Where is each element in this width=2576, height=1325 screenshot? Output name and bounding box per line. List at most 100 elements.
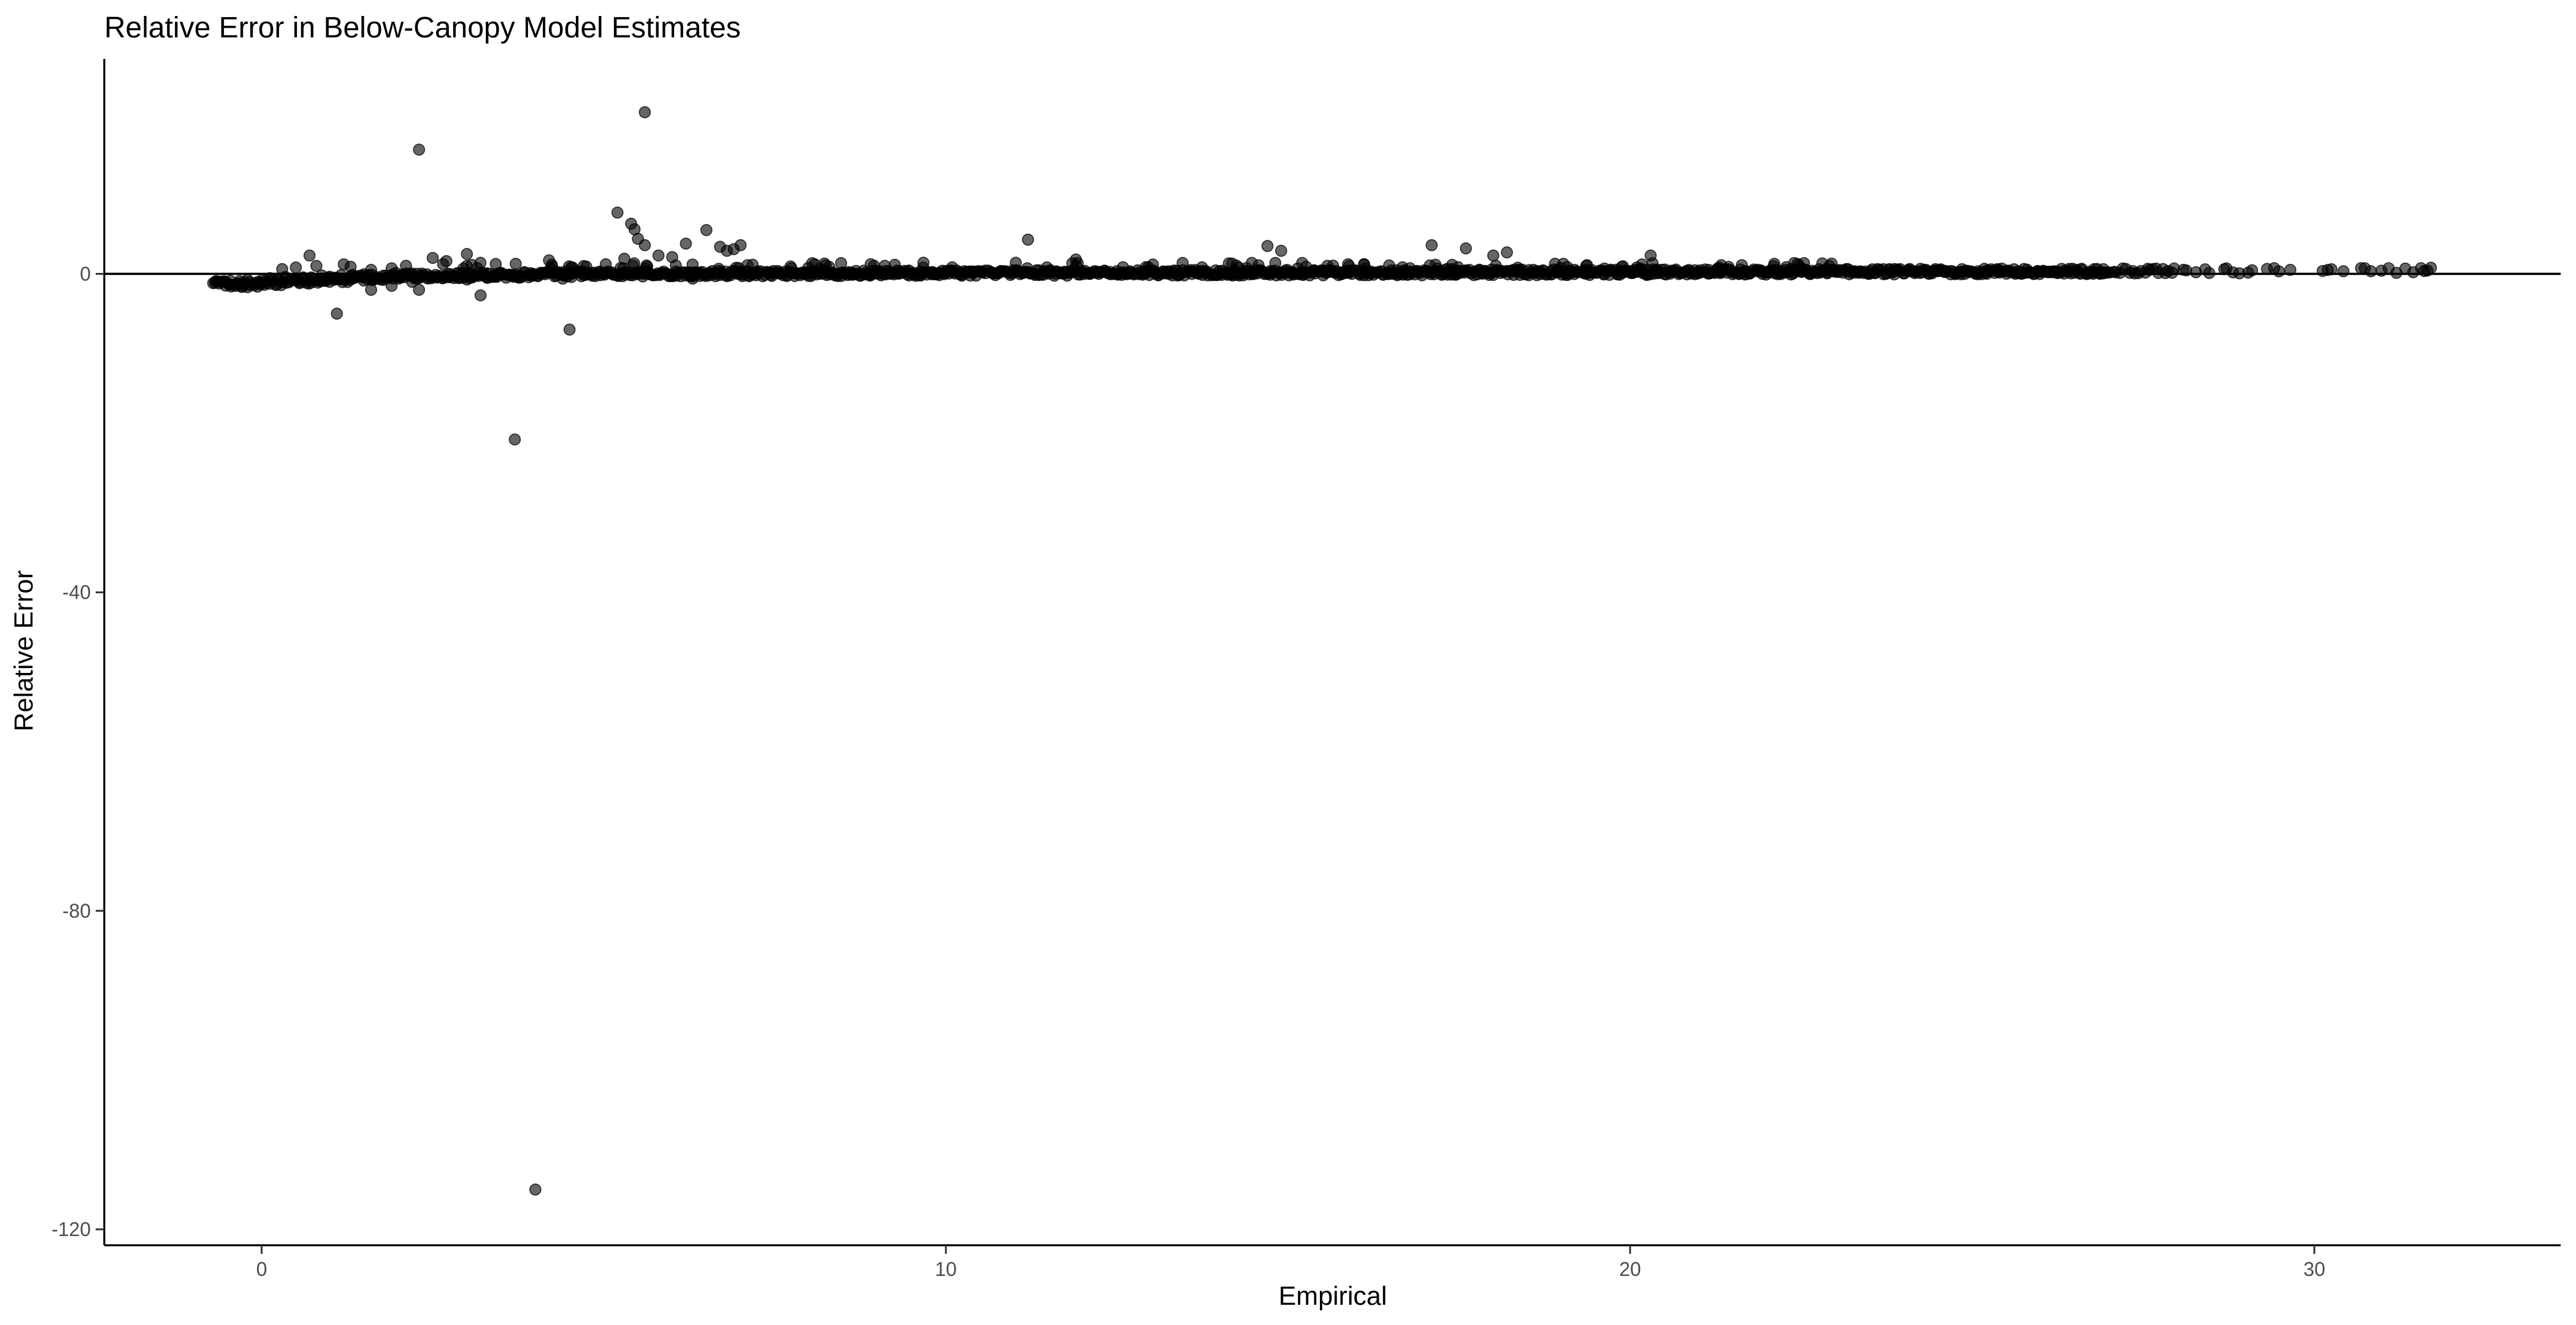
data-point	[489, 258, 502, 271]
data-point	[1460, 242, 1472, 255]
data-point	[2284, 264, 2296, 276]
data-point	[1343, 259, 1355, 272]
data-point	[1489, 259, 1502, 272]
data-point	[1246, 256, 1258, 269]
data-point	[580, 260, 592, 273]
data-point	[510, 258, 522, 270]
data-point	[400, 259, 412, 272]
data-points	[207, 106, 2437, 1196]
data-point	[917, 261, 930, 274]
data-point	[638, 106, 651, 118]
data-point	[1424, 259, 1436, 272]
data-point	[413, 144, 425, 156]
data-point	[1359, 263, 1371, 275]
data-point	[543, 254, 555, 267]
data-point	[461, 273, 473, 286]
data-point	[1010, 256, 1022, 269]
data-point	[628, 257, 640, 270]
data-point	[1736, 259, 1748, 272]
chart-title: Relative Error in Below-Canopy Model Est…	[104, 12, 741, 44]
data-point	[461, 248, 473, 260]
data-point	[652, 249, 665, 262]
data-point	[508, 433, 521, 446]
data-point	[1196, 261, 1208, 274]
data-point	[566, 261, 579, 274]
data-point	[1791, 258, 1804, 270]
data-point	[466, 259, 478, 271]
data-point	[385, 280, 398, 292]
data-point	[440, 255, 453, 267]
data-point	[599, 258, 612, 271]
data-point	[639, 263, 652, 275]
data-point	[1146, 258, 1159, 271]
data-point	[1511, 261, 1524, 274]
data-point	[1275, 245, 1287, 257]
data-point	[365, 283, 377, 296]
data-point	[413, 283, 425, 296]
data-point	[785, 262, 798, 275]
data-point	[289, 261, 302, 274]
y-tick-label: -120	[52, 1218, 91, 1240]
y-axis-title: Relative Error	[9, 570, 39, 732]
data-point	[1768, 258, 1781, 270]
y-axis-ticks: 0 -40 -80 -120	[52, 263, 104, 1240]
y-tick-label: -80	[63, 900, 91, 922]
data-point	[1021, 262, 1033, 275]
data-point	[1554, 262, 1566, 274]
data-point	[835, 257, 848, 269]
data-point	[1630, 261, 1643, 274]
data-point	[1176, 256, 1189, 269]
data-point	[680, 237, 692, 250]
data-point	[331, 307, 343, 320]
data-point	[878, 259, 891, 272]
data-point	[2425, 261, 2437, 274]
data-point	[818, 257, 831, 270]
data-point	[1487, 249, 1500, 262]
data-point	[1041, 261, 1053, 274]
x-tick-label: 10	[935, 1258, 957, 1280]
data-point	[1383, 259, 1395, 272]
data-point	[365, 264, 377, 276]
data-point	[746, 258, 759, 271]
data-point	[889, 258, 901, 271]
data-point	[563, 323, 576, 336]
data-point	[481, 272, 494, 284]
data-point	[1070, 253, 1082, 266]
data-point	[385, 262, 398, 275]
data-point	[1321, 259, 1334, 272]
data-point	[1581, 259, 1593, 271]
data-point	[474, 289, 487, 302]
data-point	[1022, 233, 1034, 246]
data-point	[611, 206, 624, 219]
x-tick-label: 0	[256, 1258, 267, 1280]
x-tick-label: 20	[1619, 1258, 1641, 1280]
data-point	[426, 252, 439, 264]
data-point	[406, 275, 418, 288]
data-point	[730, 261, 742, 274]
data-point	[666, 251, 678, 263]
data-point	[713, 263, 725, 275]
data-point	[529, 1183, 542, 1196]
data-point	[686, 258, 699, 271]
data-point	[618, 252, 631, 265]
data-point	[1425, 239, 1438, 252]
data-point	[1617, 260, 1629, 272]
data-point	[1233, 261, 1245, 274]
data-point	[2272, 265, 2285, 278]
data-point	[2364, 265, 2377, 277]
x-tick-label: 30	[2304, 1258, 2326, 1280]
data-point	[1404, 262, 1416, 275]
data-point	[806, 257, 819, 269]
data-point	[638, 239, 651, 252]
data-point	[1722, 261, 1735, 273]
y-tick-label: -40	[63, 582, 91, 604]
data-point	[344, 260, 357, 273]
data-point	[946, 261, 959, 274]
data-point	[310, 259, 323, 272]
data-point	[864, 258, 877, 271]
data-point	[1816, 257, 1828, 270]
data-point	[1269, 256, 1282, 269]
data-point	[1261, 240, 1274, 252]
data-point	[1501, 246, 1513, 259]
